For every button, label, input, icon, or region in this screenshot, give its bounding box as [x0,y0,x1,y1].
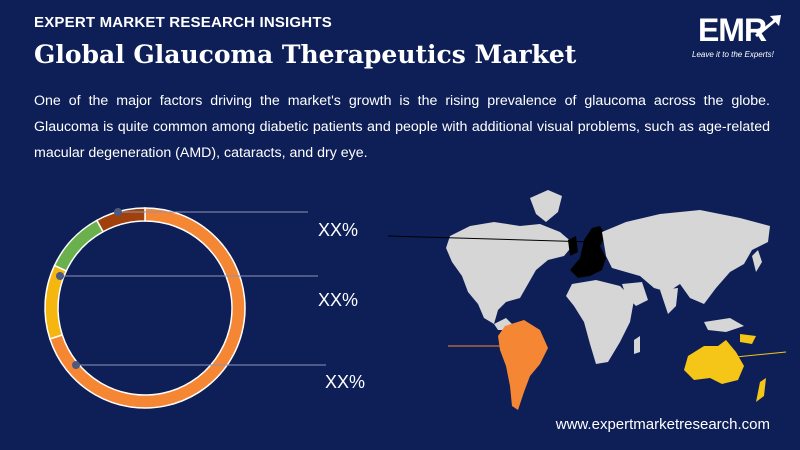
description-paragraph: One of the major factors driving the mar… [34,93,770,161]
value-label-3: XX% [325,372,366,392]
emr-logo: EMR Leave it to the Experts! [686,12,790,68]
logo-arrow-icon [755,15,781,38]
map-line-europe [387,235,593,243]
map-europe [570,226,606,278]
logo-text: EMR [697,12,767,48]
map-uk [568,236,578,256]
map-papua [740,334,756,344]
map-north-america [446,222,574,324]
world-map [446,190,770,410]
map-greenland [530,190,562,222]
map-arabia [622,282,648,306]
donut-segment-4 [95,207,146,233]
value-label-1: XX% [318,220,359,240]
logo-tagline: Leave it to the Experts! [692,50,774,59]
map-line-oceania [705,351,787,361]
marker-dot-3 [72,361,80,369]
map-australia [684,340,744,384]
map-madagascar [634,336,640,354]
donut-segment-3 [53,219,105,272]
section-kicker: EXPERT MARKET RESEARCH INSIGHTS [34,14,332,31]
marker-dot-2 [56,272,64,280]
map-africa [566,280,634,364]
map-india [660,288,678,314]
map-new-zealand [756,378,766,402]
map-japan [752,250,762,272]
website-link[interactable]: www.expertmarketresearch.com [555,416,770,433]
map-indonesia [704,318,744,332]
page-title: Global Glaucoma Therapeutics Market [34,40,577,69]
donut-chart [44,207,246,409]
value-label-2: XX% [318,290,359,310]
map-south-america [498,320,548,410]
marker-dot-1 [114,208,122,216]
map-asia [602,210,770,304]
